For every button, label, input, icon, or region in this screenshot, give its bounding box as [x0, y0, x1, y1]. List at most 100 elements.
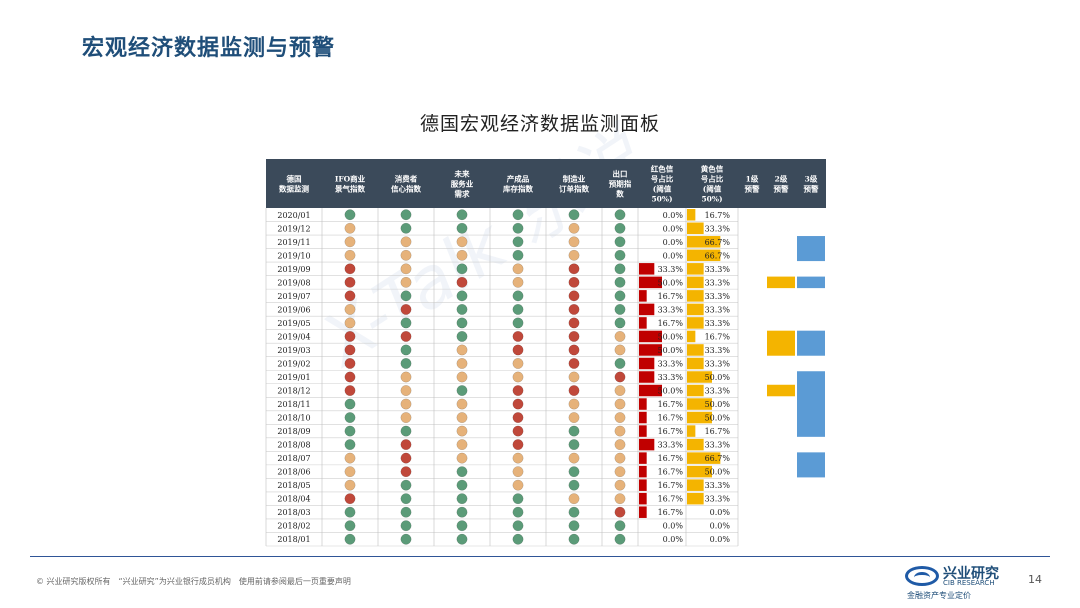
yellow-share-bar — [687, 236, 721, 248]
signal-dot — [400, 290, 412, 302]
row-date-label: 2019/07 — [277, 292, 310, 301]
signal-dot — [568, 452, 580, 464]
yellow-share-bar — [687, 276, 704, 289]
signal-dot — [344, 412, 356, 424]
signal-dot — [512, 303, 524, 315]
yellow-share-value: 16.7% — [705, 427, 731, 436]
signal-dot — [614, 385, 626, 396]
signal-dot — [456, 466, 468, 478]
signal-dot — [400, 452, 412, 464]
signal-dot — [614, 263, 626, 275]
column-header-label: IFO商业 — [335, 174, 366, 184]
row-date-label: 2018/03 — [277, 508, 310, 517]
signal-dot — [568, 330, 580, 342]
signal-dot — [456, 479, 468, 491]
red-share-value: 50.0% — [658, 332, 684, 341]
yellow-share-value: 66.7% — [705, 454, 731, 463]
signal-dot — [512, 222, 524, 234]
column-header-label: 号占比 — [701, 174, 724, 184]
signal-dot — [456, 533, 468, 545]
signal-dot — [512, 236, 524, 248]
signal-dot — [614, 493, 626, 505]
row-date-label: 2019/11 — [277, 238, 310, 247]
signal-dot — [344, 533, 356, 545]
signal-dot — [456, 330, 468, 342]
red-share-value: 50.0% — [658, 387, 684, 396]
red-share-bar — [639, 384, 662, 397]
column-header-label: 预警 — [745, 184, 760, 194]
red-share-value: 0.0% — [663, 251, 684, 260]
row-date-label: 2019/01 — [277, 373, 310, 382]
signal-dot — [512, 412, 524, 424]
footer-divider — [30, 556, 1050, 557]
column-header-label: 预警 — [804, 184, 819, 194]
red-share-value: 16.7% — [658, 400, 684, 409]
signal-dot — [568, 249, 580, 261]
red-share-bar — [639, 438, 655, 451]
column-header-label: 红色信 — [651, 164, 674, 174]
column-header-label: 黄色信 — [701, 164, 724, 174]
signal-dot — [400, 412, 412, 424]
signal-dot — [614, 452, 626, 464]
signal-dot — [568, 290, 580, 302]
signal-dot — [512, 439, 524, 451]
red-share-value: 0.0% — [663, 224, 684, 233]
level-3-warning-block — [797, 330, 825, 356]
column-header-label: 消费者 — [395, 174, 418, 184]
red-share-value: 50.0% — [658, 278, 684, 287]
level-3-warning-block — [797, 371, 825, 437]
cib-research-logo: 兴业研究 CIB RESEARCH 金融资产专业定价 — [905, 562, 1025, 602]
row-date-label: 2018/04 — [277, 495, 310, 504]
yellow-share-value: 16.7% — [705, 332, 731, 341]
signal-dot — [344, 520, 356, 532]
red-share-bar — [639, 263, 655, 275]
signal-dot — [512, 425, 524, 437]
signal-dot — [568, 412, 580, 424]
signal-dot — [568, 358, 580, 369]
yellow-share-value: 50.0% — [705, 373, 731, 382]
logo-slogan: 金融资产专业定价 — [907, 591, 971, 600]
signal-dot — [512, 371, 524, 383]
logo-mark-icon — [905, 566, 939, 586]
signal-dot — [614, 303, 626, 315]
red-share-bar — [639, 425, 647, 437]
yellow-share-bar — [687, 411, 712, 424]
red-share-bar — [639, 317, 647, 329]
row-date-label: 2018/08 — [277, 441, 310, 450]
column-header-label: 需求 — [455, 189, 470, 199]
signal-dot — [512, 466, 524, 478]
row-date-label: 2018/06 — [277, 468, 310, 477]
signal-dot — [344, 317, 356, 329]
level-3-warning-block — [797, 452, 825, 478]
signal-dot — [456, 317, 468, 329]
signal-dot — [568, 236, 580, 248]
red-share-bar — [639, 411, 647, 424]
signal-dot — [512, 479, 524, 491]
column-header-label: 服务业 — [451, 179, 474, 189]
signal-dot — [568, 371, 580, 383]
signal-dot — [344, 236, 356, 248]
signal-dot — [614, 439, 626, 451]
signal-dot — [456, 371, 468, 383]
column-header-label: 预警 — [774, 184, 789, 194]
yellow-share-value: 33.3% — [705, 292, 731, 301]
signal-dot — [568, 317, 580, 329]
signal-dot — [344, 452, 356, 464]
column-header-label: 1级 — [746, 174, 759, 184]
signal-dot — [512, 398, 524, 410]
signal-dot — [614, 398, 626, 410]
red-share-bar — [639, 330, 662, 343]
signal-dot — [400, 344, 412, 356]
yellow-share-value: 33.3% — [705, 346, 731, 355]
signal-dot — [614, 479, 626, 491]
red-share-value: 0.0% — [663, 522, 684, 531]
red-share-value: 16.7% — [658, 495, 684, 504]
signal-dot — [456, 249, 468, 261]
yellow-share-value: 0.0% — [710, 522, 731, 531]
signal-dot — [344, 493, 356, 505]
signal-dot — [400, 493, 412, 505]
signal-dot — [512, 276, 524, 288]
red-share-value: 16.7% — [658, 427, 684, 436]
logo-name-cn: 兴业研究 — [943, 566, 999, 582]
yellow-share-value: 33.3% — [705, 305, 731, 314]
